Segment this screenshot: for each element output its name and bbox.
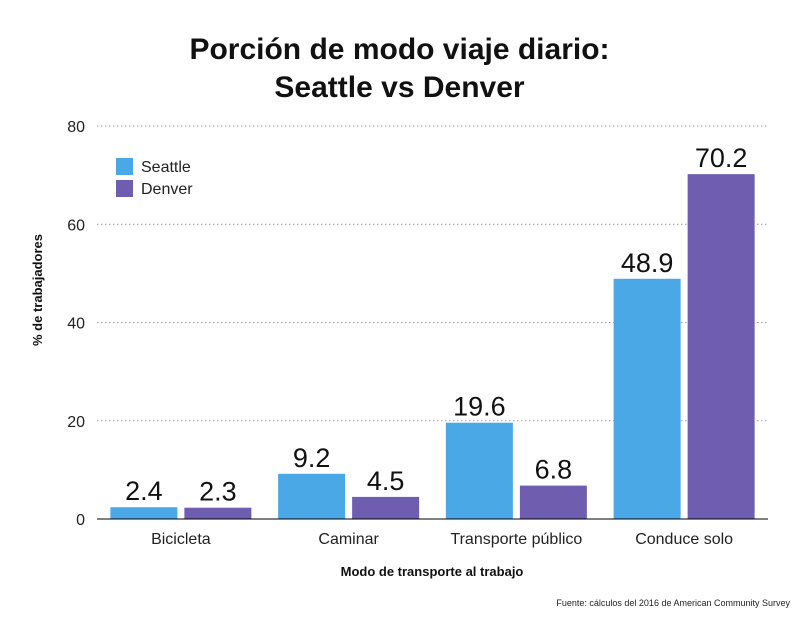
data-label-denver-2: 6.8 bbox=[535, 455, 573, 485]
y-tick-label: 0 bbox=[76, 512, 85, 529]
bar-seattle-1 bbox=[278, 473, 346, 519]
y-axis-ticks: 0 20 40 60 80 bbox=[67, 119, 85, 529]
chart-title-line-2: Seattle vs Denver bbox=[274, 71, 524, 104]
x-axis-title: Modo de transporte al trabajo bbox=[341, 564, 524, 579]
x-category-label: Bicicleta bbox=[151, 531, 211, 548]
legend-swatch-seattle bbox=[116, 158, 133, 175]
y-tick-label: 80 bbox=[67, 119, 85, 136]
source-note: Fuente: cálculos del 2016 de American Co… bbox=[556, 598, 790, 608]
x-axis-categories: Bicicleta Caminar Transporte público Conduc… bbox=[151, 531, 733, 548]
bar-seattle-3 bbox=[613, 278, 681, 519]
data-label-seattle-2: 19.6 bbox=[453, 392, 506, 422]
data-label-denver-1: 4.5 bbox=[367, 466, 405, 496]
x-category-label: Caminar bbox=[318, 531, 379, 548]
bar-seattle-0 bbox=[110, 507, 178, 519]
y-axis-title: % de trabajadores bbox=[30, 234, 45, 346]
y-tick-label: 40 bbox=[67, 316, 85, 333]
data-label-seattle-1: 9.2 bbox=[293, 443, 331, 473]
legend-label-seattle: Seattle bbox=[141, 159, 191, 176]
y-tick-label: 60 bbox=[67, 217, 85, 234]
legend-label-denver: Denver bbox=[141, 181, 193, 198]
data-label-seattle-0: 2.4 bbox=[125, 476, 163, 506]
chart-title-line-1: Porción de modo viaje diario: bbox=[189, 33, 609, 66]
bar-denver-2 bbox=[519, 485, 587, 519]
bar-denver-3 bbox=[687, 174, 755, 519]
bar-seattle-2 bbox=[445, 422, 513, 519]
legend-swatch-denver bbox=[116, 180, 133, 197]
x-category-label: Conduce solo bbox=[635, 531, 733, 548]
legend: Seattle Denver bbox=[116, 158, 193, 198]
y-tick-label: 20 bbox=[67, 414, 85, 431]
data-labels: 2.4 2.3 9.2 4.5 19.6 6.8 48.9 70.2 bbox=[125, 143, 747, 507]
data-label-denver-0: 2.3 bbox=[199, 477, 237, 507]
bar-denver-0 bbox=[184, 507, 252, 519]
bars bbox=[110, 174, 755, 519]
x-category-label: Transporte público bbox=[450, 531, 582, 548]
data-label-seattle-3: 48.9 bbox=[621, 248, 674, 278]
data-label-denver-3: 70.2 bbox=[695, 143, 748, 173]
bar-denver-1 bbox=[352, 496, 420, 519]
